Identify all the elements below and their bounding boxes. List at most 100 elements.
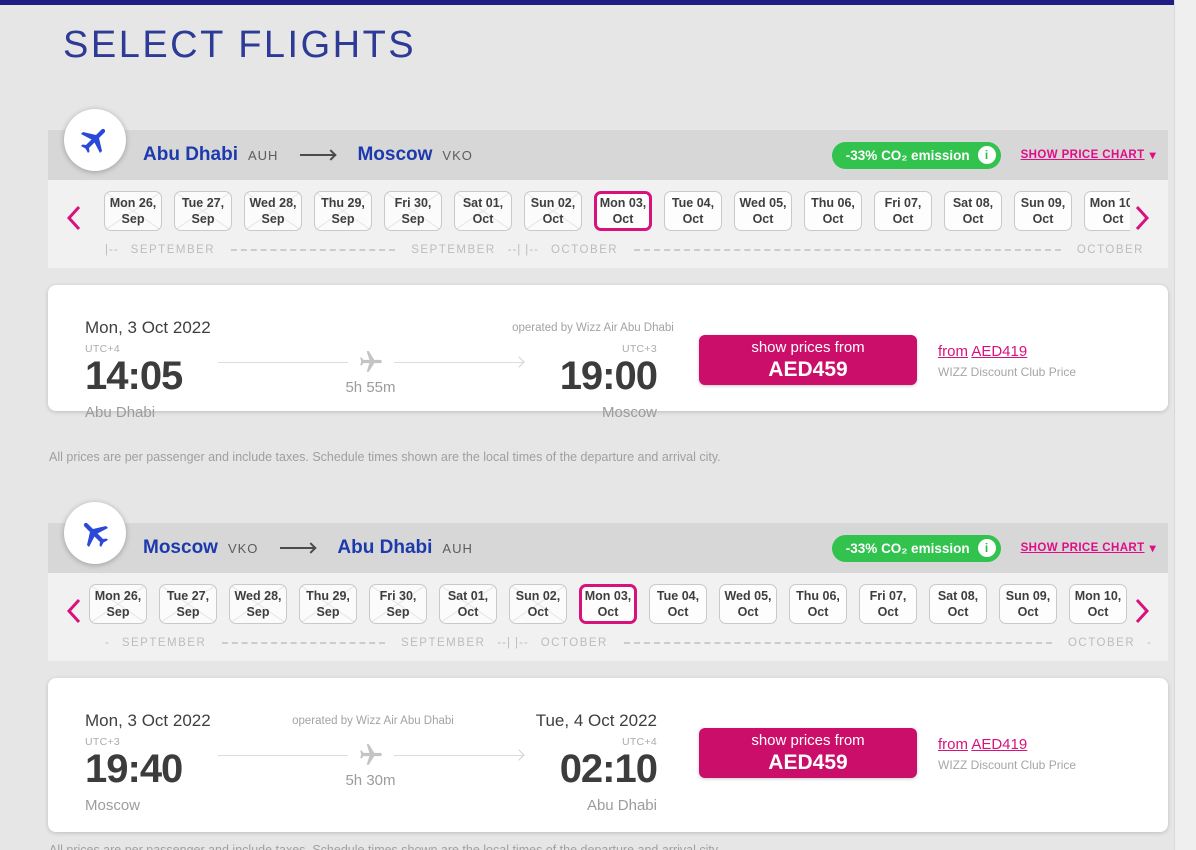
date-chip[interactable]: Thu 06, Oct bbox=[789, 584, 847, 624]
timeline-label: SEPTEMBER bbox=[411, 244, 496, 256]
chevron-right-icon bbox=[1135, 598, 1149, 624]
carousel-next-button[interactable] bbox=[1129, 202, 1155, 234]
arrival-block: UTC+3 19:00 Moscow bbox=[477, 318, 658, 421]
timeline-marker: |-- bbox=[525, 244, 539, 256]
carousel-prev-button[interactable] bbox=[61, 202, 87, 234]
date-chip[interactable]: Tue 04, Oct bbox=[664, 191, 722, 231]
date-chip[interactable]: Mon 10,Oct bbox=[1069, 584, 1127, 624]
date-chip: Wed 28, Sep bbox=[244, 191, 302, 231]
route: Abu Dhabi AUH Moscow VKO bbox=[143, 144, 473, 166]
destination-city: Moscow bbox=[357, 144, 433, 165]
destination-code: AUH bbox=[442, 540, 473, 556]
chevron-down-icon: ▾ bbox=[1149, 148, 1156, 162]
flight-duration: 5h 55m bbox=[345, 379, 396, 396]
discount-club-price-link[interactable]: from AED419 bbox=[938, 343, 1027, 360]
co2-emission-badge[interactable]: -33% CO₂ emission i bbox=[831, 141, 1001, 169]
date-chip: Fri 30, Sep bbox=[384, 191, 442, 231]
discount-club-price-link[interactable]: from AED419 bbox=[938, 736, 1027, 753]
chevron-left-icon bbox=[67, 598, 81, 624]
date-chip[interactable]: Mon 03, Oct bbox=[594, 191, 652, 231]
origin-city: Moscow bbox=[143, 537, 218, 558]
show-prices-button[interactable]: show prices from AED459 bbox=[699, 728, 917, 778]
date-chips-viewport: Mon 26, Sep Tue 27, Sep Wed 28, Sep Thu 29, Sep… bbox=[48, 191, 1130, 237]
origin-code: AUH bbox=[248, 147, 279, 163]
arrival-city: Moscow bbox=[601, 404, 657, 421]
origin-code: VKO bbox=[227, 540, 259, 556]
date-chip[interactable]: Thu 06, Oct bbox=[804, 191, 862, 231]
arrival-utc: UTC+3 bbox=[621, 343, 657, 355]
show-price-chart-link[interactable]: SHOW PRICE CHART ▾ bbox=[1021, 541, 1156, 555]
scrollbar[interactable] bbox=[1174, 0, 1196, 850]
timeline-label: SEPTEMBER bbox=[400, 637, 486, 649]
timeline-label: OCTOBER bbox=[1076, 244, 1144, 256]
date-chip[interactable]: Mon 03, Oct bbox=[579, 584, 637, 624]
date-chip[interactable]: Mon 10,Oct bbox=[1084, 191, 1130, 231]
info-icon[interactable]: i bbox=[977, 539, 996, 557]
departure-utc: UTC+3 bbox=[85, 736, 121, 748]
flight-card: Mon, 3 Oct 2022 UTC+3 19:40 Moscow opera… bbox=[48, 678, 1168, 832]
timeline-dash bbox=[231, 249, 396, 251]
airplane-icon bbox=[80, 128, 106, 154]
airplane-icon bbox=[83, 522, 109, 548]
departure-utc: UTC+4 bbox=[85, 343, 121, 355]
timeline-marker: |-- bbox=[515, 637, 529, 649]
date-carousel: Mon 26, Sep Tue 27, Sep Wed 28, Sep Thu 29, Sep… bbox=[48, 573, 1168, 661]
operated-by-label: operated by Wizz Air Abu Dhabi bbox=[512, 322, 674, 334]
header-right: -33% CO₂ emission i SHOW PRICE CHART ▾ bbox=[831, 141, 1168, 169]
date-chip: Tue 27, Sep bbox=[159, 584, 217, 624]
co2-emission-badge[interactable]: -33% CO₂ emission i bbox=[831, 534, 1001, 562]
date-chip[interactable]: Sat 08, Oct bbox=[929, 584, 987, 624]
timeline-dash bbox=[222, 642, 385, 644]
carousel-next-button[interactable] bbox=[1129, 595, 1155, 627]
timeline-label: SEPTEMBER bbox=[121, 637, 207, 649]
airplane-avatar bbox=[64, 109, 126, 171]
show-prices-price: AED459 bbox=[768, 357, 848, 381]
timeline-marker: - bbox=[105, 637, 110, 649]
date-chip: Fri 30, Sep bbox=[369, 584, 427, 624]
timeline-marker: --| bbox=[497, 637, 512, 649]
date-chip[interactable]: Fri 07, Oct bbox=[859, 584, 917, 624]
chevron-down-icon: ▾ bbox=[1149, 541, 1156, 555]
info-icon[interactable]: i bbox=[977, 146, 996, 164]
destination-city: Abu Dhabi bbox=[337, 537, 433, 558]
arrival-block: Tue, 4 Oct 2022 UTC+4 02:10 Abu Dhabi bbox=[477, 711, 658, 814]
route-header: Moscow VKO Abu Dhabi AUH -33% CO₂ emissi… bbox=[48, 502, 1168, 573]
date-chip: Tue 27, Sep bbox=[174, 191, 232, 231]
discount-club-price: from AED419 WIZZ Discount Club Price bbox=[938, 343, 1076, 379]
airplane-icon bbox=[360, 351, 382, 372]
airplane-icon bbox=[360, 744, 382, 765]
date-chip: Mon 26, Sep bbox=[89, 584, 147, 624]
flight-path bbox=[218, 349, 525, 375]
club-price-caption: WIZZ Discount Club Price bbox=[938, 758, 1077, 772]
show-price-chart-link[interactable]: SHOW PRICE CHART ▾ bbox=[1021, 148, 1156, 162]
date-chip: Sun 02, Oct bbox=[509, 584, 567, 624]
date-chip[interactable]: Tue 04, Oct bbox=[649, 584, 707, 624]
date-chip: Thu 29, Sep bbox=[299, 584, 357, 624]
date-chip[interactable]: Sun 09, Oct bbox=[1014, 191, 1072, 231]
flight-duration: 5h 30m bbox=[345, 772, 396, 789]
date-chip[interactable]: Fri 07, Oct bbox=[874, 191, 932, 231]
departure-city: Moscow bbox=[85, 797, 141, 814]
date-chip[interactable]: Wed 05, Oct bbox=[734, 191, 792, 231]
date-chip: Thu 29, Sep bbox=[314, 191, 372, 231]
timeline-marker: --| bbox=[507, 244, 522, 256]
departure-city: Abu Dhabi bbox=[85, 404, 156, 421]
date-chip[interactable]: Sun 09, Oct bbox=[999, 584, 1057, 624]
date-chip: Wed 28, Sep bbox=[229, 584, 287, 624]
date-chip[interactable]: Wed 05, Oct bbox=[719, 584, 777, 624]
timeline-label: OCTOBER bbox=[1067, 637, 1136, 649]
page-title: SELECT FLIGHTS bbox=[63, 24, 417, 66]
timeline-dash bbox=[634, 249, 1061, 251]
arrival-time: 19:00 bbox=[559, 354, 658, 398]
show-prices-button[interactable]: show prices from AED459 bbox=[699, 335, 917, 385]
date-chip[interactable]: Sat 08, Oct bbox=[944, 191, 1002, 231]
timeline-dash bbox=[623, 642, 1052, 644]
show-price-chart-label: SHOW PRICE CHART bbox=[1020, 149, 1145, 161]
operated-by-label: operated by Wizz Air Abu Dhabi bbox=[292, 715, 454, 727]
show-price-chart-label: SHOW PRICE CHART bbox=[1020, 542, 1145, 554]
timeline-marker: |-- bbox=[105, 244, 119, 256]
carousel-prev-button[interactable] bbox=[61, 595, 87, 627]
club-from-label: from bbox=[938, 343, 968, 360]
top-navy-bar bbox=[0, 0, 1174, 5]
